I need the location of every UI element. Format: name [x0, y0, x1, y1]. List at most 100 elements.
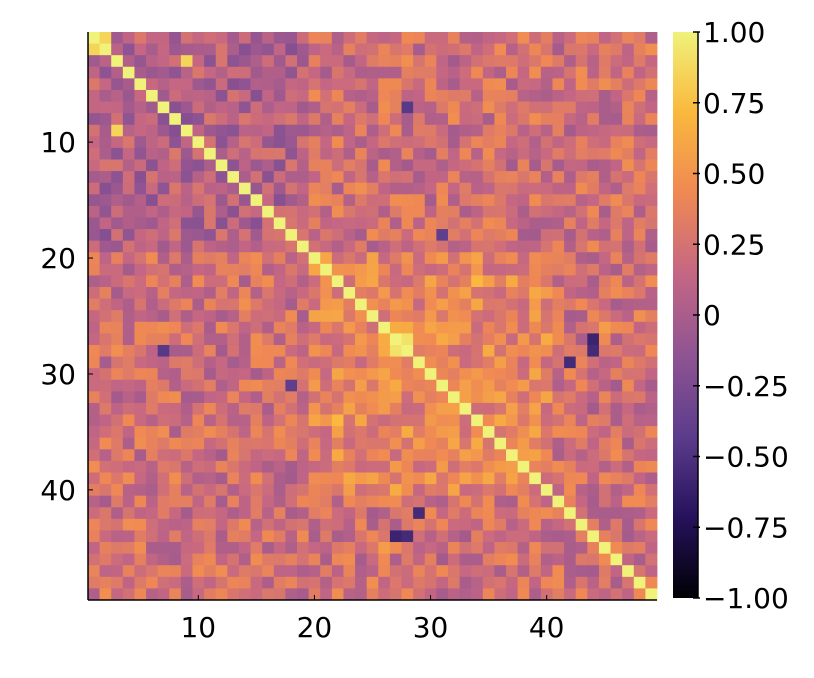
heatmap-cell: [436, 588, 449, 601]
heatmap-cell: [238, 205, 251, 218]
heatmap-cell: [238, 391, 251, 404]
heatmap-cell: [482, 507, 495, 520]
heatmap-cell: [343, 66, 356, 79]
heatmap-cell: [447, 518, 460, 531]
heatmap-cell: [436, 159, 449, 172]
heatmap-cell: [192, 229, 205, 242]
heatmap-cell: [598, 588, 611, 601]
heatmap-cell: [238, 449, 251, 462]
heatmap-cell: [355, 136, 368, 149]
heatmap-cell: [540, 136, 553, 149]
heatmap-cell: [204, 205, 217, 218]
heatmap-cell: [447, 368, 460, 381]
heatmap-cell: [482, 229, 495, 242]
heatmap-cell: [204, 495, 217, 508]
heatmap-cell: [366, 484, 379, 497]
y-tick-label: 10: [40, 126, 76, 159]
heatmap-cell: [122, 298, 135, 311]
heatmap-cell: [447, 32, 460, 44]
heatmap-cell: [564, 78, 577, 91]
heatmap-cell: [250, 356, 263, 369]
heatmap-cell: [413, 426, 426, 439]
heatmap-cell: [204, 402, 217, 415]
heatmap-cell: [134, 101, 147, 114]
heatmap-cell: [598, 147, 611, 160]
heatmap-cell: [389, 333, 402, 346]
heatmap-cell: [157, 252, 170, 265]
heatmap-cell: [506, 472, 519, 485]
heatmap-cell: [169, 310, 182, 323]
heatmap-cell: [215, 402, 228, 415]
heatmap-cell: [169, 275, 182, 288]
heatmap-cell: [192, 576, 205, 589]
heatmap-cell: [204, 182, 217, 195]
heatmap-cell: [134, 263, 147, 276]
heatmap-cell: [343, 391, 356, 404]
heatmap-cell: [482, 542, 495, 555]
heatmap-cell: [633, 310, 646, 323]
heatmap-cell: [459, 171, 472, 184]
heatmap-cell: [517, 194, 530, 207]
heatmap-cell: [169, 55, 182, 68]
heatmap-cell: [146, 565, 159, 578]
heatmap-cell: [494, 553, 507, 566]
heatmap-cell: [645, 240, 658, 253]
heatmap-cell: [564, 205, 577, 218]
heatmap-cell: [575, 136, 588, 149]
heatmap-cell: [146, 321, 159, 334]
heatmap-cell: [134, 391, 147, 404]
heatmap-cell: [633, 43, 646, 56]
heatmap-cell: [598, 414, 611, 427]
heatmap-cell: [447, 356, 460, 369]
heatmap-cell: [215, 252, 228, 265]
heatmap-cell: [529, 460, 542, 473]
heatmap-cell: [308, 484, 321, 497]
heatmap-cell: [262, 89, 275, 102]
heatmap-cell: [180, 298, 193, 311]
heatmap-cell: [633, 565, 646, 578]
heatmap-cell: [134, 426, 147, 439]
heatmap-cell: [436, 379, 449, 392]
heatmap-cell: [285, 182, 298, 195]
heatmap-cell: [111, 287, 124, 300]
heatmap-cell: [285, 147, 298, 160]
heatmap-cell: [157, 484, 170, 497]
heatmap-cell: [424, 205, 437, 218]
heatmap-cell: [146, 588, 159, 601]
heatmap-cell: [424, 78, 437, 91]
heatmap-cell: [308, 298, 321, 311]
heatmap-cell: [204, 298, 217, 311]
heatmap-cell: [575, 553, 588, 566]
heatmap-cell: [633, 240, 646, 253]
heatmap-cell: [575, 484, 588, 497]
heatmap-cell: [575, 402, 588, 415]
heatmap-cell: [122, 484, 135, 497]
heatmap-cell: [355, 113, 368, 126]
heatmap-cell: [471, 344, 484, 357]
heatmap-cell: [610, 576, 623, 589]
heatmap-cell: [645, 287, 658, 300]
heatmap-cell: [389, 55, 402, 68]
heatmap-cell: [192, 379, 205, 392]
heatmap-cell: [215, 530, 228, 543]
heatmap-cell: [622, 298, 635, 311]
heatmap-cell: [564, 368, 577, 381]
heatmap-cell: [99, 205, 112, 218]
heatmap-cell: [447, 78, 460, 91]
heatmap-cell: [506, 229, 519, 242]
heatmap-cell: [517, 402, 530, 415]
heatmap-cell: [157, 495, 170, 508]
heatmap-cell: [517, 391, 530, 404]
heatmap-cell: [447, 101, 460, 114]
heatmap-cell: [343, 182, 356, 195]
heatmap-cell: [482, 194, 495, 207]
heatmap-cell: [204, 159, 217, 172]
heatmap-cell: [204, 321, 217, 334]
heatmap-cell: [250, 124, 263, 137]
heatmap-cell: [320, 518, 333, 531]
heatmap-cell: [285, 472, 298, 485]
heatmap-cell: [88, 66, 101, 79]
heatmap-cell: [343, 89, 356, 102]
heatmap-cell: [378, 55, 391, 68]
heatmap-cell: [529, 321, 542, 334]
